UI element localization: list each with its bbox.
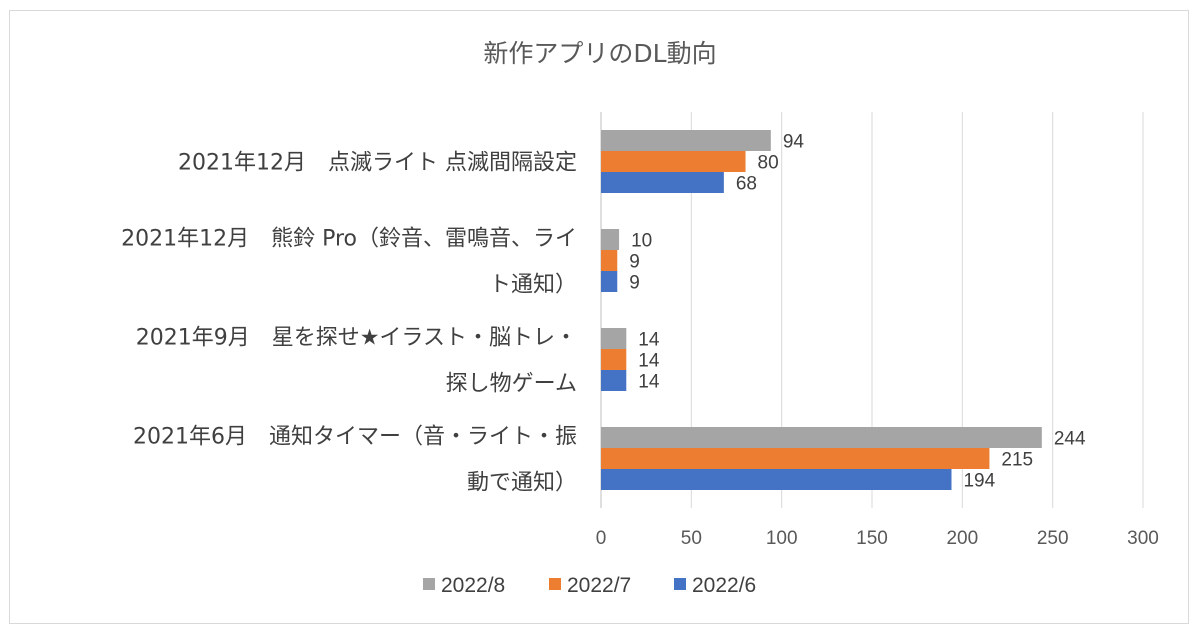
legend-label-2022-7: 2022/7 [567,574,631,597]
category-label-3-line-0: 2021年6月 通知タイマー（音・ライト・振 [133,425,577,450]
data-label-2022-6-cat-0: 68 [736,174,757,195]
x-tick-label-100: 100 [766,528,798,549]
x-tick-label-50: 50 [681,528,702,549]
x-tick-label-250: 250 [1037,528,1069,549]
category-label-2-line-0: 2021年9月 星を探せ★イラスト・脳トレ・ [136,326,577,351]
x-tick-label-0: 0 [596,528,607,549]
legend-swatch-2022-8 [423,578,435,590]
bar-2022-8-cat-2 [601,328,627,349]
legend-label-2022-8: 2022/8 [441,574,505,597]
data-label-2022-7-cat-2: 14 [638,351,660,372]
bar-2022-6-cat-3 [601,469,952,490]
category-label-1-line-0: 2021年12月 熊鈴 Pro（鈴音、雷鳴音、ライ [121,227,577,252]
bar-2022-8-cat-1 [601,229,620,250]
legend-swatch-2022-6 [674,578,686,590]
bar-2022-7-cat-0 [601,151,746,172]
bar-2022-8-cat-3 [601,427,1042,448]
data-label-2022-7-cat-3: 215 [1001,450,1033,471]
category-label-0-line-0: 2021年12月 点滅ライト 点滅間隔設定 [178,151,577,176]
legend: 2022/8 2022/7 2022/6 [423,574,756,597]
data-label-2022-8-cat-2: 14 [638,330,660,351]
bar-2022-6-cat-1 [601,271,618,292]
x-axis-ticks: 0 50 100 150 200 250 300 [596,528,1159,549]
bar-2022-6-cat-0 [601,172,724,193]
category-label-2-line-1: 探し物ゲーム [446,372,577,397]
data-label-2022-6-cat-2: 14 [638,372,660,393]
bars [601,130,1042,490]
data-label-2022-6-cat-3: 194 [963,471,995,492]
data-label-2022-8-cat-3: 244 [1054,429,1086,450]
legend-label-2022-6: 2022/6 [692,574,756,597]
category-label-1-line-1: ト通知） [489,273,577,298]
bar-2022-8-cat-0 [601,130,771,151]
data-label-2022-7-cat-1: 9 [629,252,640,273]
data-label-2022-7-cat-0: 80 [758,153,779,174]
bar-2022-7-cat-3 [601,448,990,469]
x-tick-label-200: 200 [946,528,978,549]
x-tick-label-300: 300 [1127,528,1159,549]
data-label-2022-6-cat-1: 9 [629,273,640,294]
legend-swatch-2022-7 [549,578,561,590]
chart-title: 新作アプリのDL動向 [483,39,716,68]
bar-2022-6-cat-2 [601,370,627,391]
category-labels: 2021年12月 点滅ライト 点滅間隔設定 2021年12月 熊鈴 Pro（鈴音、… [121,151,577,496]
bar-2022-7-cat-2 [601,349,627,370]
data-label-2022-8-cat-0: 94 [783,132,805,153]
x-tick-label-150: 150 [856,528,888,549]
bar-2022-7-cat-1 [601,250,618,271]
chart-frame [9,10,1189,624]
data-label-2022-8-cat-1: 10 [631,231,652,252]
category-label-3-line-1: 動で通知） [467,471,577,496]
